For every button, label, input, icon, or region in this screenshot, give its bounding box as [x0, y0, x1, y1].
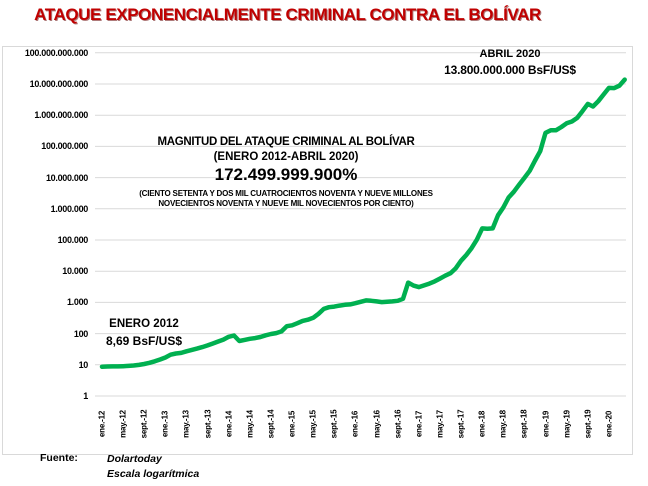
- x-tick-label: may.-14: [245, 410, 255, 438]
- exchange-rate-line: [99, 77, 627, 369]
- source-label: Fuente:: [40, 452, 78, 464]
- y-tick-label: 100: [73, 328, 88, 339]
- chart-panel-border: [2, 46, 633, 455]
- x-tick-label: may.-17: [435, 410, 445, 438]
- x-tick-label: may.-19: [562, 410, 572, 438]
- scale-note: Escala logarítmica: [107, 468, 200, 480]
- x-tick-label: sept.-13: [203, 409, 213, 439]
- y-tick-label: 100.000.000.000: [24, 47, 88, 58]
- annotation-enero-2012: ENERO 2012 8,69 BsF/US$: [88, 318, 200, 348]
- x-tick-label: sept.-19: [583, 409, 593, 439]
- y-tick-label: 10.000: [62, 266, 88, 277]
- x-tick-label: may.-16: [372, 410, 382, 438]
- x-tick-label: ene.-20: [604, 410, 614, 438]
- x-tick-label: ene.-16: [350, 410, 360, 438]
- page-title: ATAQUE EXPONENCIALMENTE CRIMINAL CONTRA …: [34, 5, 541, 24]
- annotation-enero-title: ENERO 2012: [109, 318, 179, 330]
- annotation-april-value: 13.800.000.000 BsF/US$: [444, 63, 576, 77]
- x-tick-label: may.-15: [308, 410, 318, 438]
- annotation-magnitude-words-2: NOVECIENTOS NOVENTA Y NUEVE MIL NOVECIEN…: [158, 199, 414, 208]
- x-tick-label: ene.-14: [224, 410, 234, 438]
- y-tick-label: 100.000.000: [41, 141, 88, 152]
- annotation-magnitude-words-1: (CIENTO SETENTA Y DOS MIL CUATROCIENTOS …: [139, 189, 433, 198]
- annotation-enero-value: 8,69 BsF/US$: [105, 334, 183, 348]
- annotation-april-title: ABRIL 2020: [479, 48, 541, 60]
- x-tick-label: ene.-15: [287, 410, 297, 438]
- annotation-magnitude-period: (ENERO 2012-ABRIL 2020): [213, 151, 359, 163]
- source-footer: Fuente: Dolartoday Escala logarítmica: [40, 452, 199, 482]
- gridlines: [95, 52, 626, 397]
- x-tick-label: may.-18: [498, 410, 508, 438]
- x-tick-label: ene.-18: [477, 410, 487, 438]
- x-tick-label: may.-12: [118, 410, 128, 438]
- x-tick-label: sept.-17: [456, 409, 466, 439]
- x-tick-label: ene.-12: [97, 410, 107, 438]
- x-tick-label: ene.-13: [160, 410, 170, 438]
- x-tick-label: sept.-15: [329, 409, 339, 439]
- y-tick-label: 10.000.000: [45, 172, 88, 183]
- annotation-magnitude: MAGNITUD DEL ATAQUE CRIMINAL AL BOLÍVAR …: [112, 136, 460, 208]
- x-tick-label: ene.-19: [541, 410, 551, 438]
- y-tick-label: 10.000.000.000: [29, 79, 89, 89]
- annotation-magnitude-title: MAGNITUD DEL ATAQUE CRIMINAL AL BOLÍVAR: [157, 136, 415, 148]
- x-tick-label: sept.-12: [139, 409, 149, 439]
- y-tick-label: 1.000.000.000: [34, 110, 88, 121]
- x-tick-label: ene.-17: [414, 410, 424, 438]
- y-tick-label: 100.000: [57, 235, 89, 245]
- y-tick-label: 10: [78, 359, 89, 370]
- x-tick-label: sept.-16: [393, 409, 403, 439]
- y-tick-label: 1: [83, 391, 88, 401]
- annotation-april-2020: ABRIL 2020 13.800.000.000 BsF/US$: [398, 48, 622, 77]
- x-tick-label: sept.-14: [266, 409, 276, 439]
- annotation-magnitude-percent: 172.499.999.900%: [214, 165, 358, 184]
- y-tick-label: 1.000: [66, 297, 88, 308]
- y-tick-label: 1.000.000: [50, 203, 89, 214]
- x-tick-label: may.-13: [181, 410, 191, 438]
- x-tick-label: sept.-18: [519, 409, 529, 439]
- source-name: Dolartoday: [107, 453, 162, 465]
